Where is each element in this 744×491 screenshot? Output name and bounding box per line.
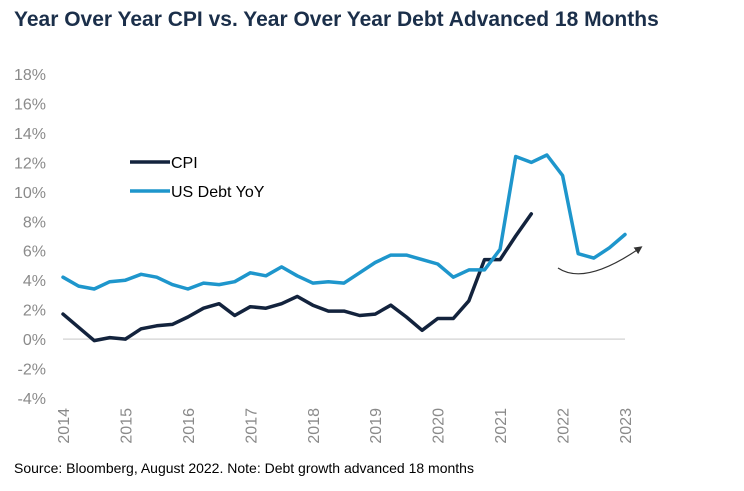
x-tick-label: 2015 <box>118 408 135 444</box>
y-tick-label: -4% <box>18 391 46 408</box>
x-tick-label: 2019 <box>368 408 385 444</box>
y-tick-label: 4% <box>23 273 46 290</box>
x-tick-label: 2018 <box>306 408 323 444</box>
legend-label-debt: US Debt YoY <box>171 184 265 201</box>
y-tick-label: 6% <box>23 244 46 261</box>
series-line-cpi <box>61 212 534 343</box>
y-axis-ticks: 18% 16% 14% 12% 10% 8% 6% 4% 2% 0% -2% -4% <box>14 67 46 408</box>
y-tick-label: 8% <box>23 214 46 231</box>
x-tick-label: 2017 <box>243 408 260 444</box>
x-tick-label: 2023 <box>618 408 635 444</box>
y-tick-label: 10% <box>14 185 46 202</box>
x-tick-label: 2020 <box>431 408 448 444</box>
x-tick-label: 2016 <box>181 408 198 444</box>
y-tick-label: 18% <box>14 67 46 84</box>
series-group <box>61 153 627 343</box>
y-tick-label: 0% <box>23 332 46 349</box>
series-line-debt <box>61 153 627 291</box>
chart-title: Year Over Year CPI vs. Year Over Year De… <box>14 8 659 31</box>
x-tick-label: 2021 <box>493 408 510 444</box>
y-tick-label: 16% <box>14 96 46 113</box>
legend-label-cpi: CPI <box>171 155 198 172</box>
trend-arrow <box>557 246 643 275</box>
legend: CPI US Debt YoY <box>130 155 265 201</box>
annotation-group <box>557 246 643 275</box>
y-tick-label: 12% <box>14 155 46 172</box>
y-tick-label: 14% <box>14 126 46 143</box>
y-tick-label: -2% <box>18 362 46 379</box>
x-tick-label: 2022 <box>556 408 573 444</box>
x-axis-ticks: 2014 2015 2016 2017 2018 2019 2020 2021 2022 2023 <box>56 408 635 444</box>
y-tick-label: 2% <box>23 303 46 320</box>
x-tick-label: 2014 <box>56 408 73 444</box>
source-note: Source: Bloomberg, August 2022. Note: De… <box>14 460 474 476</box>
